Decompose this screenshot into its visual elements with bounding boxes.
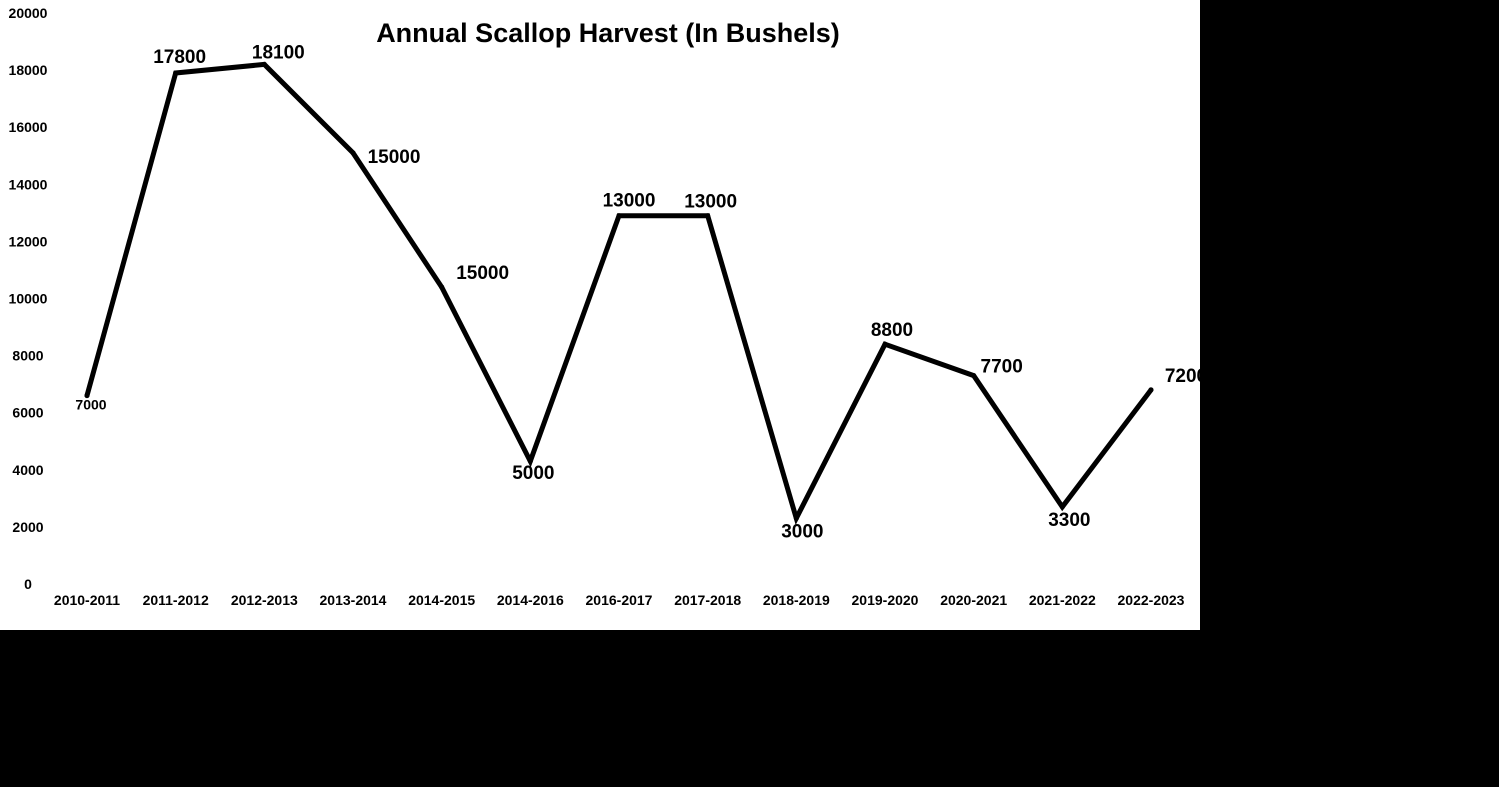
data-label: 7200 <box>1165 366 1200 387</box>
data-point <box>173 70 179 76</box>
x-tick-label: 2017-2018 <box>674 592 741 608</box>
data-label: 7700 <box>981 357 1023 378</box>
data-label: 3300 <box>1048 510 1090 531</box>
data-point <box>882 341 888 347</box>
x-tick-label: 2018-2019 <box>763 592 830 608</box>
y-tick-label: 16000 <box>9 119 48 135</box>
data-point <box>616 213 622 219</box>
data-point <box>350 150 356 156</box>
chart-panel: Annual Scallop Harvest (In Bushels) 0 200… <box>0 0 1200 630</box>
data-label: 17800 <box>153 47 206 68</box>
y-tick-label: 8000 <box>12 348 43 364</box>
series-group <box>84 61 1154 526</box>
data-label: 5000 <box>512 463 554 484</box>
series-line <box>84 61 1154 526</box>
x-tick-label: 2021-2022 <box>1029 592 1096 608</box>
x-tick-label: 2020-2021 <box>940 592 1007 608</box>
data-label: 18100 <box>252 42 305 63</box>
x-tick-label: 2013-2014 <box>320 592 387 608</box>
x-tick-label: 2011-2012 <box>143 592 209 608</box>
y-tick-label: 10000 <box>9 291 48 307</box>
x-tick-label: 2014-2015 <box>408 592 475 608</box>
line-chart: Annual Scallop Harvest (In Bushels) 0 200… <box>9 5 1200 608</box>
data-point <box>261 61 267 67</box>
data-point <box>527 458 533 464</box>
y-tick-label: 4000 <box>12 462 43 478</box>
x-tick-label: 2012-2013 <box>231 592 298 608</box>
x-tick-label: 2019-2020 <box>852 592 919 608</box>
data-label: 7000 <box>75 397 106 413</box>
y-axis-ticks: 0 2000 4000 6000 8000 10000 12000 14000 16000 180… <box>9 5 48 592</box>
x-axis-ticks: 2010-2011 2011-2012 2012-2013 2013-2014 2014… <box>54 592 1185 608</box>
y-tick-label: 2000 <box>12 519 43 535</box>
data-point <box>1059 504 1065 510</box>
chart-title: Annual Scallop Harvest (In Bushels) <box>376 18 840 48</box>
x-tick-label: 2022-2023 <box>1118 592 1185 608</box>
data-point <box>84 393 90 399</box>
data-labels: 7000 17800 18100 15000 15000 5000 13000 13000 30… <box>75 42 1200 542</box>
data-point <box>705 213 711 219</box>
data-point <box>793 515 799 521</box>
x-tick-label: 2016-2017 <box>586 592 653 608</box>
y-tick-label: 18000 <box>9 62 48 78</box>
y-tick-label: 12000 <box>9 233 48 249</box>
data-label: 15000 <box>368 147 421 168</box>
y-tick-label: 20000 <box>9 5 48 21</box>
data-point <box>439 284 445 290</box>
data-label: 13000 <box>603 191 656 212</box>
x-tick-label: 2014-2016 <box>497 592 564 608</box>
y-tick-label: 0 <box>24 576 32 592</box>
y-tick-label: 14000 <box>9 176 48 192</box>
data-label: 15000 <box>456 263 509 284</box>
x-tick-label: 2010-2011 <box>54 592 120 608</box>
data-label: 8800 <box>871 320 913 341</box>
data-point <box>971 373 977 379</box>
data-label: 3000 <box>781 521 823 542</box>
y-tick-label: 6000 <box>12 405 43 421</box>
data-point <box>1148 387 1154 393</box>
data-label: 13000 <box>684 192 737 213</box>
